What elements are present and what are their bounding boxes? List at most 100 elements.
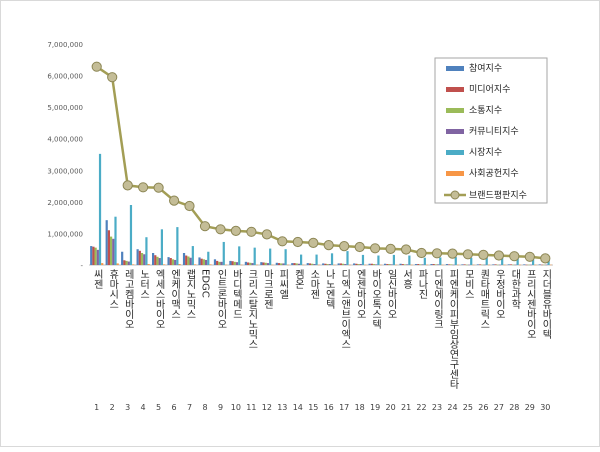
bar-5-3	[129, 205, 133, 265]
rank-label-4: 4	[141, 403, 146, 412]
bar-2-24	[448, 264, 451, 265]
y-tick-label: 5,000,000	[47, 104, 83, 112]
bar-1-30	[538, 264, 541, 265]
legend-swatch-5	[446, 150, 464, 155]
x-axis-labels: 씨젠 휴마시스 레고켐바이오 노터스 엑세스바이오 엔케이맥스 랩지노믹스 EDGC 인트론바이…	[91, 269, 551, 390]
bar-5-27	[501, 257, 504, 265]
bar-5-21	[408, 255, 411, 265]
x-label-11: 크리스탈지노믹스	[246, 269, 258, 349]
brand-index-point-26	[478, 249, 489, 260]
bar-2-13	[277, 263, 281, 265]
legend-label-line: 브랜드평판지수	[469, 190, 527, 201]
bar-2-6	[169, 258, 172, 265]
bar-3-5	[156, 256, 159, 265]
bar-4-25	[467, 264, 471, 266]
bar-3-9	[218, 261, 221, 265]
x-label-8: EDGC	[200, 269, 211, 298]
legend-label-6: 사회공헌지수	[469, 168, 519, 179]
legend-swatch-6	[446, 171, 464, 176]
brand-index-point-30	[540, 253, 551, 264]
rank-label-12: 12	[262, 403, 272, 412]
bar-6-11	[255, 264, 258, 266]
bar-3-2	[110, 236, 113, 265]
bar-4-11	[251, 263, 254, 265]
x-label-5: 엑세스바이오	[153, 269, 165, 329]
bar-2-21	[401, 264, 404, 265]
x-label-25: 모비스	[462, 269, 474, 299]
brand-index-point-11	[246, 226, 257, 237]
bar-3-15	[311, 263, 314, 265]
bar-6-3	[132, 264, 135, 265]
bar-5-18	[361, 254, 365, 265]
x-label-4: 노터스	[138, 269, 150, 299]
bar-2-4	[138, 250, 141, 265]
bar-1-22	[414, 264, 418, 265]
x-label-30: 지더블유바이텍	[540, 269, 552, 340]
bar-1-18	[353, 263, 356, 265]
bar-1-6	[167, 257, 170, 265]
brand-index-point-14	[292, 236, 303, 248]
brand-index-point-5	[153, 182, 164, 193]
x-label-12: 마크로젠	[261, 269, 273, 309]
bar-1-8	[198, 257, 201, 265]
rank-label-20: 20	[386, 403, 396, 412]
bar-2-18	[355, 263, 358, 265]
rank-label-17: 17	[339, 403, 349, 412]
bar-4-19	[375, 264, 378, 265]
rank-label-29: 29	[525, 403, 535, 412]
bar-6-23	[441, 264, 444, 266]
rank-label-19: 19	[370, 403, 380, 412]
bar-1-16	[322, 263, 325, 265]
bar-1-14	[291, 263, 294, 265]
brand-index-point-4	[138, 182, 149, 193]
x-label-18: 엔젠바이오	[354, 269, 366, 319]
bar-4-5	[158, 258, 161, 265]
bar-4-7	[189, 257, 192, 265]
bar-5-29	[532, 258, 535, 265]
bar-6-6	[178, 264, 181, 265]
rank-label-25: 25	[463, 403, 473, 412]
bar-5-13	[284, 249, 287, 265]
bar-6-10	[240, 264, 243, 266]
bar-2-7	[185, 255, 188, 265]
rank-labels: 1 2 3 4 5 6 7 8 9 10 11 12 13 14 15 16 17 18 19 20 21 22 23 24 2…	[94, 403, 550, 412]
bar-5-12	[269, 248, 272, 265]
x-label-14: 켐온	[292, 269, 304, 289]
bar-2-14	[293, 263, 296, 265]
bar-1-25	[461, 264, 464, 265]
bar-3-20	[388, 264, 391, 265]
bar-4-21	[406, 264, 409, 265]
bar-1-13	[275, 262, 278, 265]
bar-6-22	[425, 264, 429, 266]
rank-label-16: 16	[324, 403, 334, 412]
bar-6-8	[209, 264, 212, 265]
brand-index-point-7	[184, 200, 195, 212]
bar-2-15	[308, 263, 312, 265]
legend-label-2: 미디어지수	[469, 84, 510, 95]
bar-4-30	[545, 264, 548, 266]
bar-6-13	[286, 264, 289, 266]
rank-label-5: 5	[156, 403, 161, 412]
bar-1-3	[121, 251, 124, 265]
bar-3-21	[403, 264, 407, 265]
brand-index-point-1	[91, 61, 102, 72]
x-label-2: 휴마시스	[107, 269, 119, 309]
bar-5-9	[222, 241, 225, 265]
bar-2-25	[463, 264, 466, 265]
bar-4-26	[483, 264, 486, 266]
bar-5-22	[423, 257, 426, 265]
bar-2-3	[123, 260, 126, 265]
bar-6-12	[271, 264, 274, 266]
brand-index-point-18	[354, 241, 365, 253]
bar-6-24	[456, 264, 460, 266]
bar-3-8	[202, 259, 205, 265]
bar-4-27	[498, 264, 502, 266]
y-axis-ticks: - 1,000,000 2,000,000 3,000,000 4,000,000 5,0…	[47, 41, 83, 270]
brand-index-point-6	[169, 195, 180, 206]
bar-4-16	[328, 264, 331, 265]
bar-6-27	[503, 264, 506, 266]
y-tick-label: 6,000,000	[47, 73, 83, 81]
bar-5-4	[145, 237, 148, 265]
bar-4-17	[344, 264, 347, 265]
bar-2-23	[432, 264, 435, 265]
